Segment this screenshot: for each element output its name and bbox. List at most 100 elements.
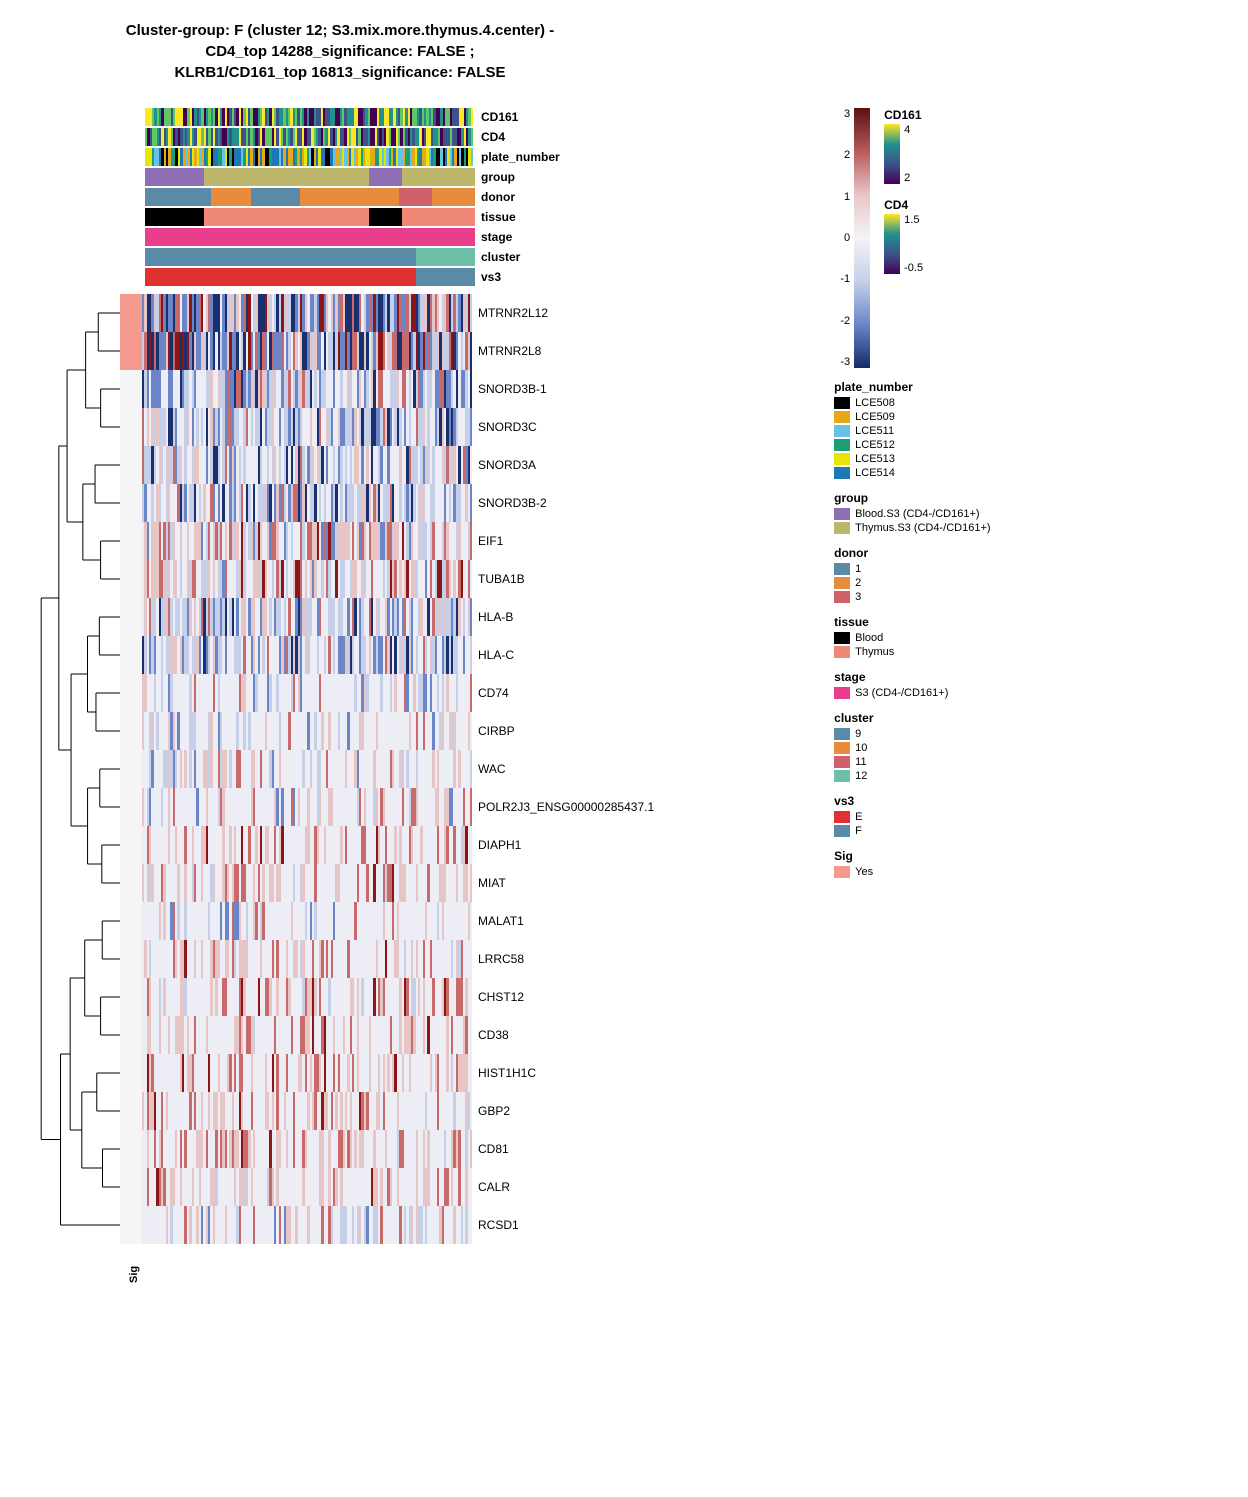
legend-title: donor <box>834 546 990 560</box>
legend-item: 1 <box>834 563 990 575</box>
legend-label: Blood <box>855 632 883 644</box>
legend-item: 11 <box>834 756 990 768</box>
gene-label: SNORD3C <box>478 408 654 446</box>
mini-gradient-legends: CD16142CD41.5-0.5 <box>884 108 923 288</box>
row-dendrogram <box>20 294 120 1249</box>
heatmap-row <box>142 560 472 598</box>
legend-label: LCE514 <box>855 467 895 479</box>
legend-panel: 3210-1-2-3 CD16142CD41.5-0.5 plate_numbe… <box>834 108 990 880</box>
legend-label: F <box>855 825 862 837</box>
annotation-track <box>145 208 475 226</box>
heatmap-row <box>142 712 472 750</box>
legend-item: 3 <box>834 591 990 603</box>
legend-label: 1 <box>855 563 861 575</box>
legend-item: Blood.S3 (CD4-/CD161+) <box>834 508 990 520</box>
legend-title: cluster <box>834 711 990 725</box>
legend-swatch <box>834 646 850 658</box>
heatmap-row <box>142 978 472 1016</box>
legend-title: CD4 <box>884 198 923 212</box>
legend-item: LCE514 <box>834 467 990 479</box>
legend-label: LCE513 <box>855 453 895 465</box>
gene-label: CD74 <box>478 674 654 712</box>
legend-top-row: 3210-1-2-3 CD16142CD41.5-0.5 <box>834 108 990 368</box>
heatmap-matrix <box>142 294 472 1249</box>
heatmap-row <box>142 1054 472 1092</box>
gene-label: WAC <box>478 750 654 788</box>
sig-cell <box>120 978 142 1016</box>
legend-item: 9 <box>834 728 990 740</box>
annotation-label: stage <box>481 230 512 244</box>
annotation-row: CD4 <box>145 128 654 146</box>
legend-label: LCE508 <box>855 397 895 409</box>
annotation-row: plate_number <box>145 148 654 166</box>
legend-title: tissue <box>834 615 990 629</box>
sig-cell <box>120 902 142 940</box>
legend-label: LCE511 <box>855 425 894 437</box>
legend-label: 9 <box>855 728 861 740</box>
sig-cell <box>120 1092 142 1130</box>
sig-annotation-column <box>120 294 142 1249</box>
legend-group: tissueBloodThymus <box>834 615 990 658</box>
sig-cell <box>120 826 142 864</box>
legend-item: 2 <box>834 577 990 589</box>
sig-cell <box>120 674 142 712</box>
gene-label: SNORD3A <box>478 446 654 484</box>
legend-item: 12 <box>834 770 990 782</box>
annotation-track <box>145 188 475 206</box>
annotation-track <box>145 108 475 126</box>
legend-item: LCE512 <box>834 439 990 451</box>
gene-label: RCSD1 <box>478 1206 654 1244</box>
legend-label: Yes <box>855 866 873 878</box>
legend-swatch <box>834 439 850 451</box>
legend-item: F <box>834 825 990 837</box>
legend-item: E <box>834 811 990 823</box>
heatmap-row <box>142 408 472 446</box>
legend-swatch <box>834 508 850 520</box>
sig-cell <box>120 446 142 484</box>
colorbar-tick: 2 <box>834 149 850 161</box>
legend-swatch <box>834 425 850 437</box>
sig-cell <box>120 484 142 522</box>
annotation-label: cluster <box>481 250 520 264</box>
sig-axis-label: Sig <box>128 1263 140 1283</box>
chart-title: Cluster-group: F (cluster 12; S3.mix.mor… <box>80 20 600 83</box>
annotation-track <box>145 228 475 246</box>
legend-label: Blood.S3 (CD4-/CD161+) <box>855 508 979 520</box>
heatmap-row <box>142 1168 472 1206</box>
gene-label: MIAT <box>478 864 654 902</box>
sig-cell <box>120 522 142 560</box>
legend-item: LCE508 <box>834 397 990 409</box>
heatmap-row <box>142 1016 472 1054</box>
heatmap-row <box>142 826 472 864</box>
main-colorbar: 3210-1-2-3 <box>834 108 870 368</box>
mini-gradient-labels: 42 <box>904 124 910 184</box>
sig-cell <box>120 864 142 902</box>
legend-swatch <box>834 770 850 782</box>
heatmap-row <box>142 598 472 636</box>
legend-label: 12 <box>855 770 867 782</box>
annotation-row: vs3 <box>145 268 654 286</box>
legend-swatch <box>834 591 850 603</box>
gene-label: MTRNR2L12 <box>478 294 654 332</box>
gene-labels: MTRNR2L12MTRNR2L8SNORD3B-1SNORD3CSNORD3A… <box>478 294 654 1249</box>
legend-group: groupBlood.S3 (CD4-/CD161+)Thymus.S3 (CD… <box>834 491 990 534</box>
sig-cell <box>120 598 142 636</box>
annotation-label: donor <box>481 190 515 204</box>
annotation-row: CD161 <box>145 108 654 126</box>
gene-label: LRRC58 <box>478 940 654 978</box>
annotation-track <box>145 268 475 286</box>
heatmap-row <box>142 1206 472 1244</box>
gene-label: CD81 <box>478 1130 654 1168</box>
sig-cell <box>120 1168 142 1206</box>
legend-swatch <box>834 632 850 644</box>
sig-cell <box>120 712 142 750</box>
legend-label: 3 <box>855 591 861 603</box>
legend-item: Yes <box>834 866 990 878</box>
sig-cell <box>120 560 142 598</box>
sig-cell <box>120 1206 142 1244</box>
sig-cell <box>120 750 142 788</box>
legend-label: LCE509 <box>855 411 895 423</box>
gene-label: CALR <box>478 1168 654 1206</box>
legend-swatch <box>834 687 850 699</box>
legend-group: stageS3 (CD4-/CD161+) <box>834 670 990 699</box>
